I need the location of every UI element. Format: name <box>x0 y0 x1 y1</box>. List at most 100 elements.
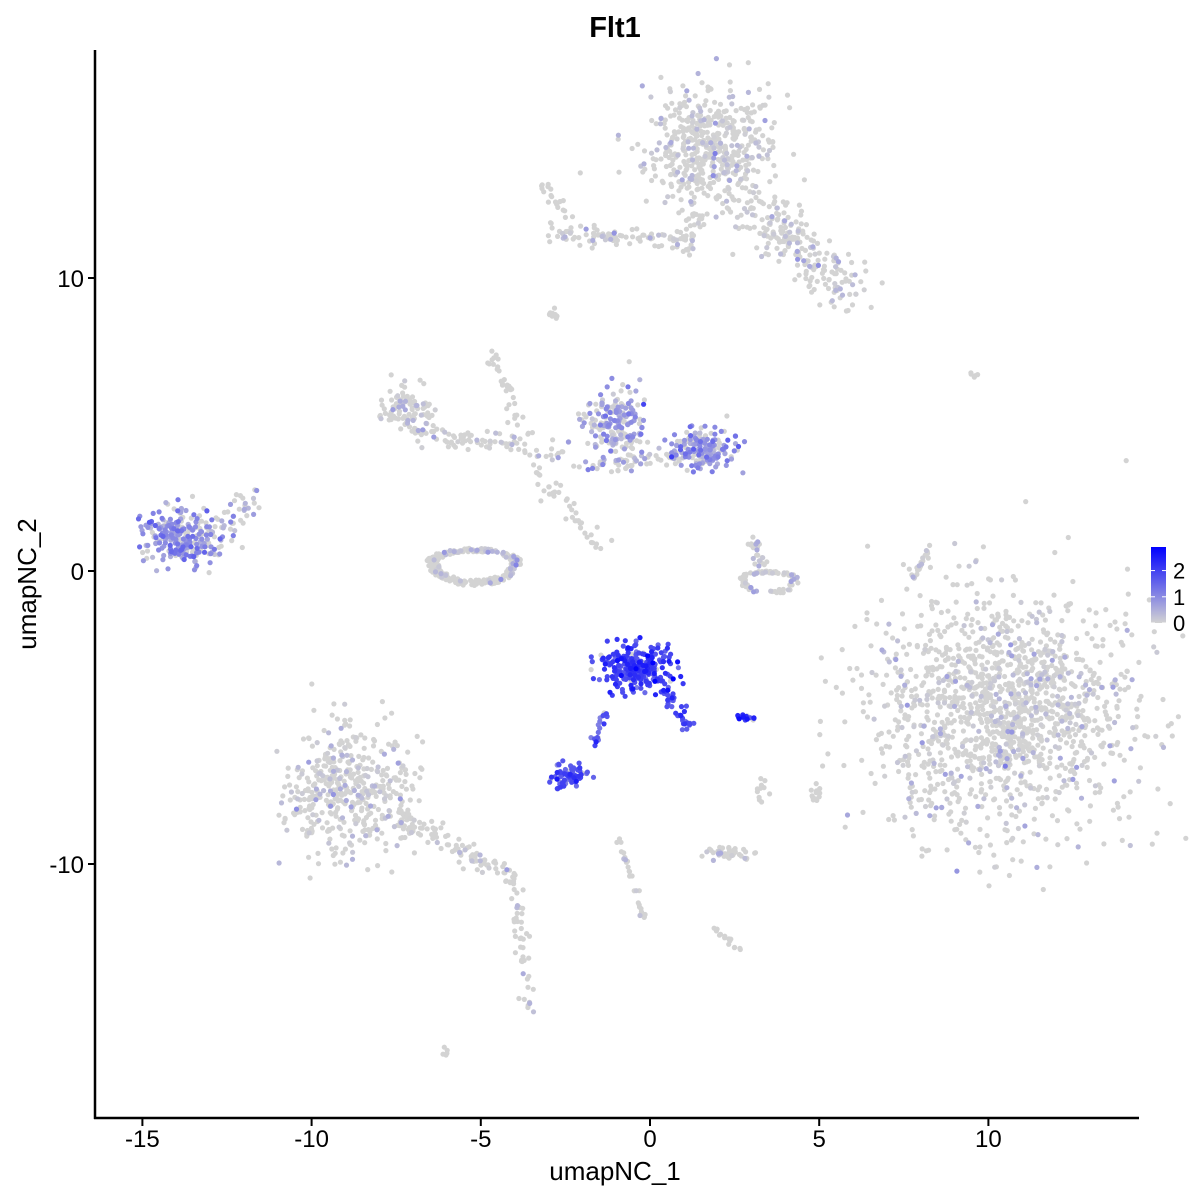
cell-point <box>762 778 768 784</box>
cell-point <box>1020 648 1026 654</box>
cell-point <box>152 522 158 529</box>
cell-point <box>494 549 500 555</box>
cell-point <box>893 651 899 657</box>
cell-point <box>933 622 939 628</box>
cell-point <box>957 821 963 828</box>
cell-point <box>692 167 698 173</box>
cell-point <box>960 728 967 734</box>
cell-point <box>756 563 762 569</box>
cell-point <box>683 93 689 99</box>
cell-point <box>250 495 257 501</box>
cell-point <box>871 716 877 722</box>
cell-point <box>406 825 412 831</box>
cell-point <box>589 659 595 665</box>
cell-point <box>756 198 763 204</box>
cell-point <box>604 677 610 683</box>
cell-point <box>446 431 452 437</box>
cell-point <box>628 419 634 425</box>
cell-point <box>344 752 350 758</box>
cell-point <box>990 729 996 735</box>
cell-point <box>1084 692 1090 698</box>
cell-point <box>978 625 984 632</box>
cell-point <box>590 237 596 243</box>
cell-point <box>345 788 351 794</box>
cell-point <box>1040 612 1046 618</box>
cell-point <box>686 252 693 258</box>
cell-point <box>950 780 957 787</box>
cell-point <box>342 846 348 852</box>
cell-point <box>710 168 716 174</box>
cell-point <box>600 461 606 468</box>
cell-point <box>397 792 403 798</box>
cell-point <box>691 720 697 726</box>
cell-point <box>1121 794 1127 800</box>
cell-point <box>989 748 995 754</box>
cell-point <box>996 696 1002 702</box>
cell-point <box>756 86 763 92</box>
cell-point <box>1070 726 1076 732</box>
cell-point <box>945 745 951 751</box>
cell-point <box>729 153 735 159</box>
cell-point <box>424 826 430 832</box>
cell-point <box>1154 830 1160 836</box>
cell-point <box>959 684 965 690</box>
cell-point <box>419 445 425 451</box>
cell-point <box>775 236 781 242</box>
cell-point <box>620 459 627 465</box>
cell-point <box>358 808 365 814</box>
cell-point <box>942 725 948 731</box>
cell-point <box>313 797 319 803</box>
cell-point <box>1030 665 1036 671</box>
cell-point <box>609 432 616 438</box>
cell-point <box>398 820 404 826</box>
cell-point <box>203 532 209 538</box>
cell-point <box>734 214 741 220</box>
cell-point <box>1044 737 1050 743</box>
cell-point <box>459 440 466 446</box>
cell-point <box>826 277 832 283</box>
cell-point <box>673 452 679 458</box>
cell-point <box>664 462 670 468</box>
cell-point <box>681 441 687 447</box>
cell-point <box>468 578 474 584</box>
cell-point <box>456 859 462 865</box>
cell-point <box>420 405 426 411</box>
cell-point <box>623 465 629 472</box>
cell-point <box>231 498 238 504</box>
cell-point <box>616 662 622 669</box>
cell-point <box>526 973 532 979</box>
cell-point <box>968 622 974 628</box>
cell-point <box>509 896 515 902</box>
cell-point <box>963 819 969 825</box>
cell-point <box>683 226 690 232</box>
cell-point <box>919 740 925 746</box>
cell-point <box>375 806 381 813</box>
cell-point <box>614 636 620 643</box>
cell-point <box>788 578 794 585</box>
cell-point <box>548 192 554 199</box>
cell-point <box>189 493 196 499</box>
cell-point <box>799 245 805 252</box>
cell-point <box>771 231 777 237</box>
cell-point <box>972 844 979 850</box>
cell-point <box>1004 828 1010 834</box>
cell-point <box>925 717 931 723</box>
cell-point <box>698 447 704 453</box>
cell-point <box>965 611 971 617</box>
cell-point <box>796 272 802 278</box>
cell-point <box>1015 747 1022 753</box>
cell-point <box>896 699 903 706</box>
cell-point <box>751 109 757 115</box>
cell-point <box>931 760 937 767</box>
cell-point <box>625 384 631 390</box>
cell-point <box>745 114 751 121</box>
cell-point <box>942 762 948 768</box>
cell-point <box>935 738 942 744</box>
cell-point <box>211 546 217 552</box>
cell-point <box>511 886 517 893</box>
cell-point <box>757 230 763 236</box>
cell-point <box>938 609 945 616</box>
cell-point <box>1049 693 1056 699</box>
cell-point <box>764 152 770 158</box>
cell-point <box>956 653 962 659</box>
